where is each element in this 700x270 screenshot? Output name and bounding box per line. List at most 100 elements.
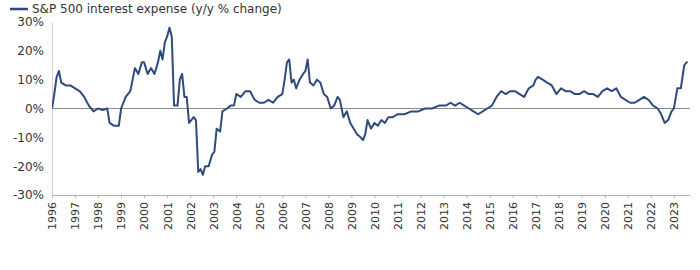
- x-tick: 2004: [231, 195, 244, 230]
- x-tick: 2009: [346, 195, 359, 230]
- x-tick-label: 2015: [484, 202, 497, 230]
- legend-label: S&P 500 interest expense (y/y % change): [32, 2, 282, 16]
- y-axis: -30% -20% -10% 0% 10% 20% 30%: [13, 15, 53, 202]
- x-tick: 2020: [599, 195, 612, 230]
- x-tick-mark: [213, 195, 214, 198]
- x-tick: 2018: [553, 195, 566, 230]
- y-tick: 10%: [17, 73, 52, 87]
- x-tick-mark: [351, 195, 352, 198]
- x-tick-mark: [421, 195, 422, 198]
- y-tick-label: 30%: [17, 15, 44, 29]
- x-tick-label: 2022: [645, 202, 658, 230]
- x-tick: 2002: [185, 195, 198, 230]
- y-tick-label: 10%: [17, 73, 44, 87]
- x-tick: 1998: [92, 195, 105, 230]
- y-tick: 0%: [25, 102, 52, 116]
- x-tick-label: 2006: [277, 202, 290, 230]
- x-tick: 2021: [622, 195, 635, 230]
- x-tick-mark: [52, 195, 53, 198]
- x-tick-label: 2010: [369, 202, 382, 230]
- x-tick: 2016: [507, 195, 520, 230]
- x-tick-label: 2001: [162, 202, 175, 230]
- x-tick-mark: [559, 195, 560, 198]
- legend: S&P 500 interest expense (y/y % change): [10, 2, 282, 16]
- x-tick-label: 2000: [138, 202, 151, 230]
- zero-line: [52, 108, 690, 109]
- x-tick-label: 2012: [415, 202, 428, 230]
- y-tick-label: -20%: [13, 160, 44, 174]
- x-tick-mark: [490, 195, 491, 198]
- x-tick: 2008: [323, 195, 336, 230]
- x-tick-label: 2017: [530, 202, 543, 230]
- x-tick: 2010: [369, 195, 382, 230]
- x-tick-mark: [513, 195, 514, 198]
- y-tick-label: -30%: [13, 188, 44, 202]
- x-tick-mark: [582, 195, 583, 198]
- x-tick-label: 2005: [254, 202, 267, 230]
- x-tick: 1997: [69, 195, 82, 230]
- x-tick-label: 2018: [553, 202, 566, 230]
- x-tick: 2003: [208, 195, 221, 230]
- x-tick: 2023: [668, 195, 681, 230]
- x-tick-mark: [305, 195, 306, 198]
- chart-container: -30% -20% -10% 0% 10% 20% 30% 1996 1997 1998 1999 2…: [0, 0, 700, 270]
- x-tick: 1999: [115, 195, 128, 230]
- x-tick-mark: [467, 195, 468, 198]
- y-tick-label: 0%: [25, 102, 44, 116]
- x-tick-mark: [628, 195, 629, 198]
- x-tick: 2022: [645, 195, 658, 230]
- x-tick: 2012: [415, 195, 428, 230]
- y-tick: 30%: [17, 15, 52, 29]
- x-tick-label: 1999: [115, 202, 128, 230]
- x-tick-label: 2013: [438, 202, 451, 230]
- chart-svg: -30% -20% -10% 0% 10% 20% 30% 1996 1997 1998 1999 2…: [0, 0, 700, 270]
- x-tick: 2017: [530, 195, 543, 230]
- x-tick-label: 2020: [599, 202, 612, 230]
- x-tick-label: 1996: [46, 202, 59, 230]
- x-tick-mark: [374, 195, 375, 198]
- x-tick-label: 2021: [622, 202, 635, 230]
- x-tick-label: 2002: [185, 202, 198, 230]
- x-tick-mark: [98, 195, 99, 198]
- series-line: [52, 28, 688, 175]
- x-tick-label: 2007: [300, 202, 313, 230]
- y-tick: -30%: [13, 188, 52, 202]
- x-tick-mark: [536, 195, 537, 198]
- x-tick: 2005: [254, 195, 267, 230]
- x-tick: 2019: [576, 195, 589, 230]
- x-tick-mark: [75, 195, 76, 198]
- x-tick: 2013: [438, 195, 451, 230]
- x-tick: 2014: [461, 195, 474, 230]
- y-tick: -10%: [13, 131, 52, 145]
- x-tick: 2015: [484, 195, 497, 230]
- y-tick: 20%: [17, 44, 52, 58]
- x-axis-line: [53, 195, 691, 196]
- x-tick: 2006: [277, 195, 290, 230]
- x-tick-label: 2009: [346, 202, 359, 230]
- x-tick-mark: [236, 195, 237, 198]
- x-tick-label: 2023: [668, 202, 681, 230]
- x-tick-mark: [190, 195, 191, 198]
- x-tick-mark: [444, 195, 445, 198]
- x-tick: 2011: [392, 195, 405, 230]
- x-tick-mark: [605, 195, 606, 198]
- x-tick-mark: [259, 195, 260, 198]
- plot-area: [52, 28, 688, 175]
- x-tick: 2000: [138, 195, 151, 230]
- x-tick-label: 2003: [208, 202, 221, 230]
- x-axis: 1996 1997 1998 1999 2000 2001 2002 2003 2004 2005…: [46, 195, 690, 230]
- x-tick-mark: [282, 195, 283, 198]
- y-tick-label: 20%: [17, 44, 44, 58]
- x-tick-label: 2004: [231, 202, 244, 230]
- x-tick-label: 1998: [92, 202, 105, 230]
- x-tick-label: 1997: [69, 202, 82, 230]
- x-tick: 2007: [300, 195, 313, 230]
- x-tick: 2001: [162, 195, 175, 230]
- y-tick-label: -10%: [13, 131, 44, 145]
- y-axis-line: [52, 23, 53, 196]
- x-tick-mark: [674, 195, 675, 198]
- x-tick-label: 2011: [392, 202, 405, 230]
- x-tick-mark: [397, 195, 398, 198]
- x-tick-mark: [121, 195, 122, 198]
- x-tick-label: 2019: [576, 202, 589, 230]
